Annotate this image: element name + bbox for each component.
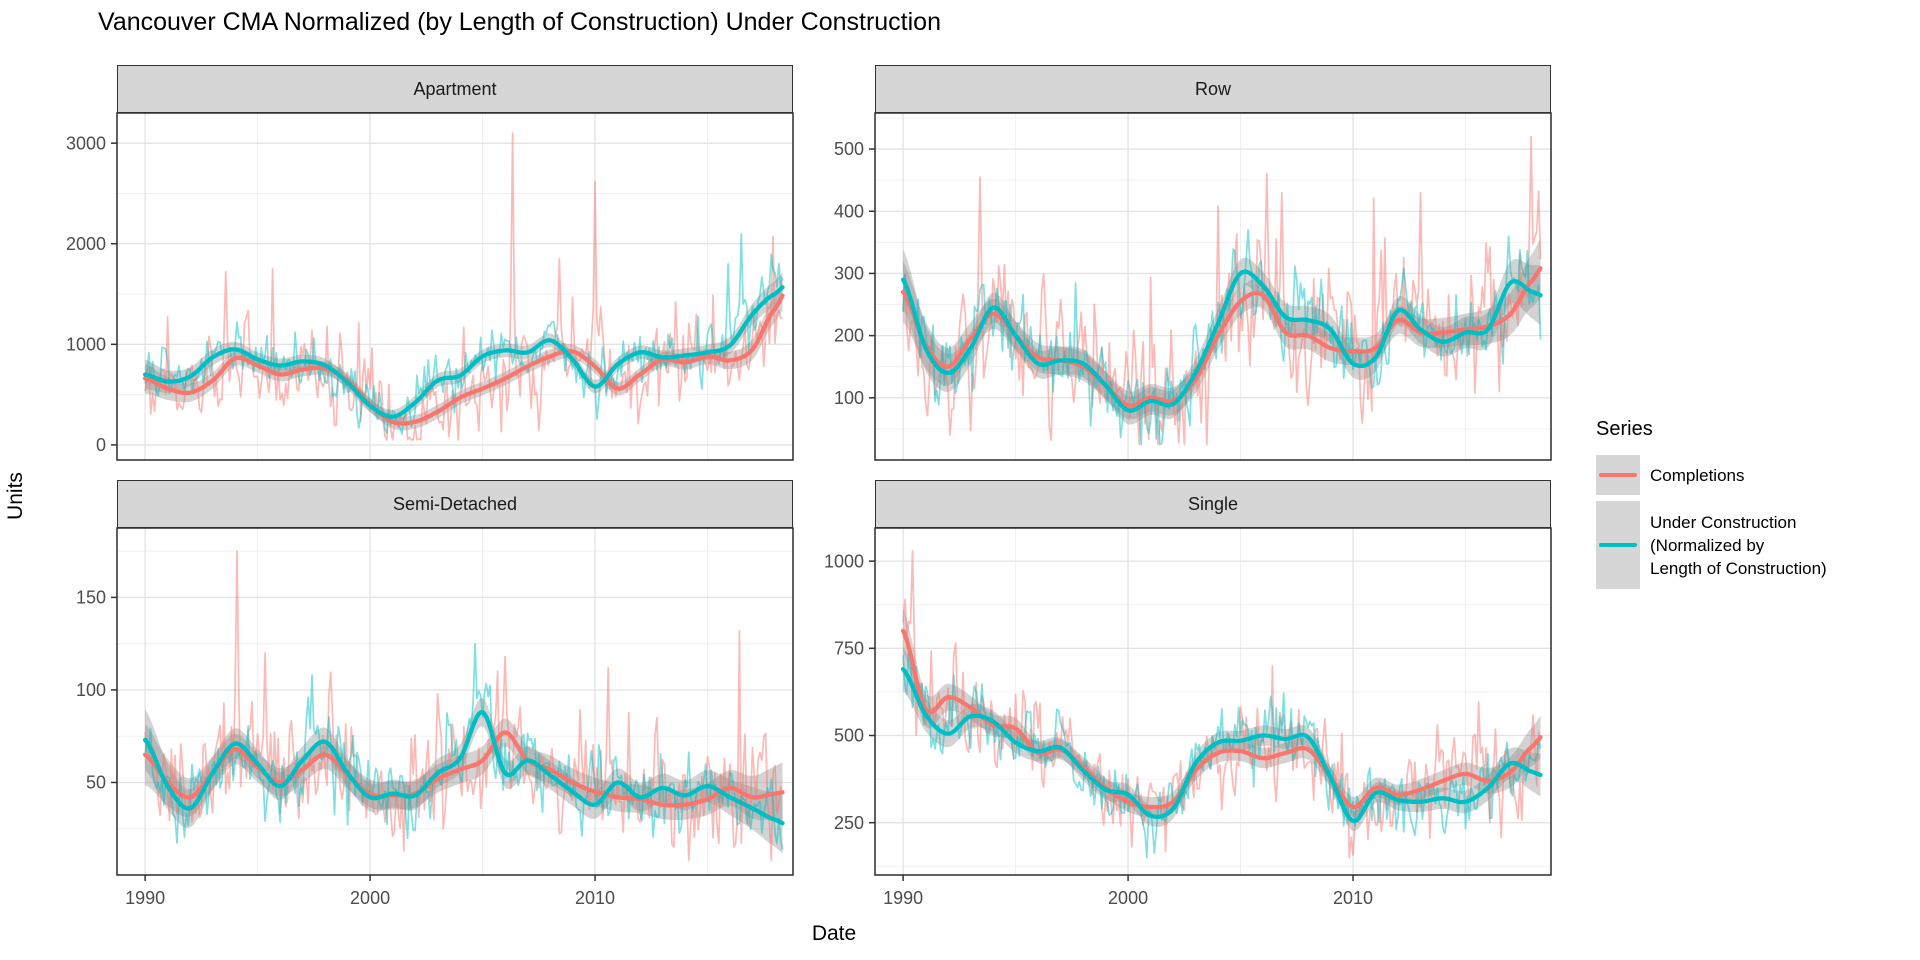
smooth-series-line	[142, 285, 785, 419]
y-tick-label: 1000	[824, 551, 864, 571]
y-tick-label: 1000	[66, 334, 106, 354]
legend-label: Completions	[1650, 465, 1745, 485]
smooth-series-line	[142, 730, 785, 808]
y-tick-label: 0	[96, 435, 106, 455]
confidence-band	[145, 281, 783, 431]
smooth-series-line	[900, 269, 1543, 413]
facet-panel-semi-detached	[142, 550, 785, 862]
x-tick-label: 1990	[883, 888, 923, 908]
x-tick-label: 1990	[125, 888, 165, 908]
legend-entry-under-construction: Under Construction (Normalized by Length…	[1596, 501, 1827, 589]
facet-strip-label: Row	[1194, 78, 1231, 99]
y-tick-label: 400	[834, 201, 864, 221]
y-tick-label: 50	[86, 773, 106, 793]
x-tick-label: 2000	[350, 888, 390, 908]
facet-panel-row	[900, 135, 1543, 446]
legend: Series Completions Under Construction (N…	[1596, 418, 1827, 595]
completions-line-icon	[1599, 473, 1637, 477]
facet-panel-apartment	[142, 132, 785, 441]
y-tick-label: 100	[76, 680, 106, 700]
x-tick-label: 2000	[1108, 888, 1148, 908]
x-tick-label: 2010	[1333, 888, 1373, 908]
y-tick-label: 300	[834, 264, 864, 284]
y-tick-label: 3000	[66, 133, 106, 153]
facet-strip-apartment: Apartment	[117, 65, 793, 113]
facet-strip-label: Apartment	[413, 78, 497, 99]
facet-strip-semi-detached: Semi-Detached	[117, 480, 793, 528]
smooth-series-line	[142, 709, 785, 826]
legend-entry-completions: Completions	[1596, 455, 1827, 495]
plot-title: Vancouver CMA Normalized (by Length of C…	[98, 8, 941, 36]
facet-strip-label: Single	[1187, 493, 1239, 514]
y-tick-label: 100	[834, 388, 864, 408]
y-tick-label: 200	[834, 326, 864, 346]
y-tick-label: 500	[834, 139, 864, 159]
smooth-series-line	[900, 628, 1543, 810]
legend-title: Series	[1596, 418, 1653, 440]
y-tick-label: 500	[834, 726, 864, 746]
x-tick-label: 2010	[575, 888, 615, 908]
x-axis-title: Date	[811, 922, 857, 945]
raw-series-line	[902, 549, 1542, 859]
y-axis-title: Units	[4, 472, 27, 520]
y-tick-label: 750	[834, 638, 864, 658]
y-tick-label: 2000	[66, 234, 106, 254]
facet-strip-row: Row	[875, 65, 1551, 113]
under-construction-line-icon	[1599, 543, 1637, 547]
facet-panel-single	[900, 549, 1543, 859]
legend-label: Under Construction (Normalized by Length…	[1650, 512, 1827, 578]
legend-key-under-construction	[1596, 501, 1640, 589]
y-tick-label: 150	[76, 588, 106, 608]
facet-strip-single: Single	[875, 480, 1551, 528]
smooth-series-line	[142, 293, 785, 426]
legend-key-completions	[1596, 455, 1640, 495]
smooth-series-line	[900, 667, 1543, 824]
facet-strip-label: Semi-Detached	[392, 493, 518, 514]
y-tick-label: 250	[834, 813, 864, 833]
